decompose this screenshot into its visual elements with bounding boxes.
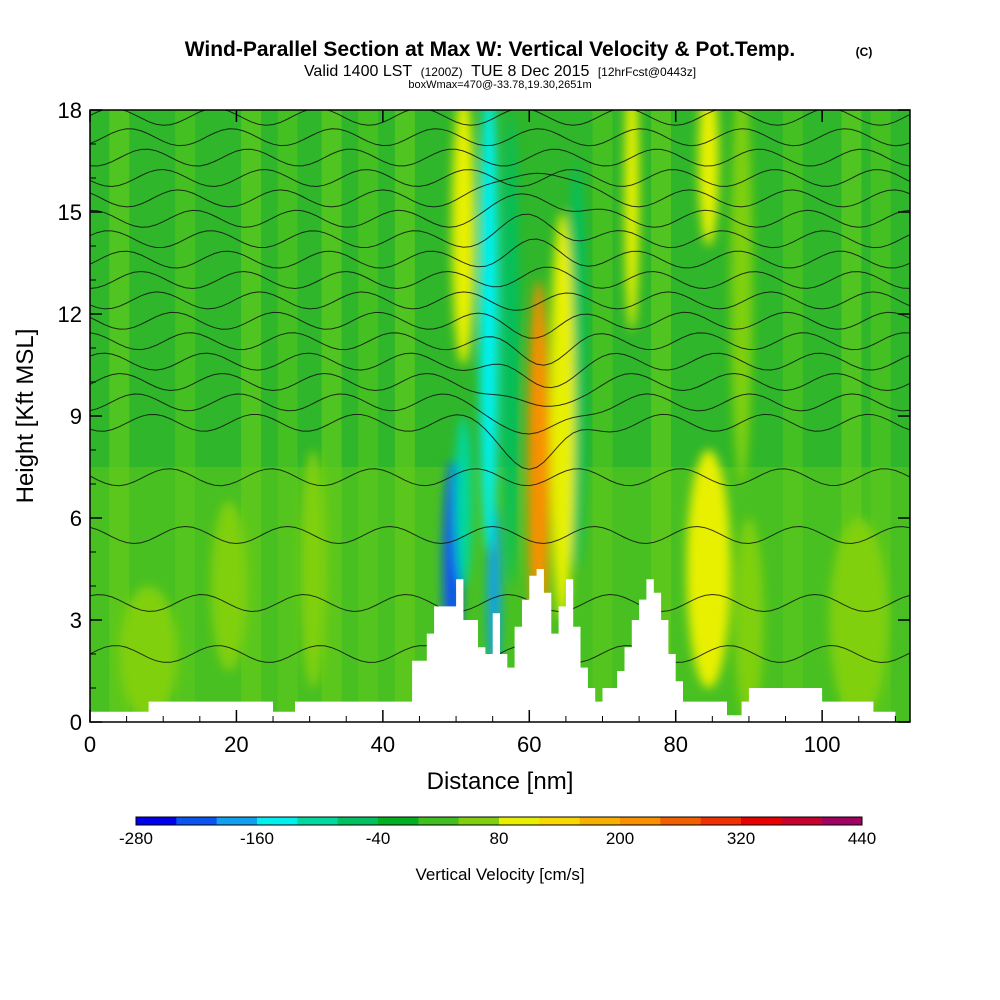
y-axis: 0 3 6 9 12 15 18 [58,98,910,735]
colorbar-swatch [660,817,701,825]
isentrope-line [90,332,910,366]
velocity-cell [549,212,575,620]
velocity-cell [454,416,473,586]
isentrope-line [90,593,910,613]
isentrope-line [90,291,910,311]
isentrope-line [90,213,910,249]
colorbar-tick-label: 440 [848,829,876,848]
box-wmax-label: boxWmax=470@-33.78,19.30,2651m [408,79,591,91]
x-tick-label: 100 [804,732,841,757]
colorbar-swatch [136,817,177,825]
colorbar-swatch [700,817,742,825]
velocity-cell [119,586,178,722]
isentrope-line [90,193,910,228]
isentrope-line [90,238,910,269]
colorbar-tick-label: 80 [490,829,509,848]
colorbar-swatch [176,817,217,825]
y-tick-label: 15 [58,200,82,225]
velocity-cell [503,110,519,586]
y-tick-label: 9 [70,404,82,429]
isentrope-line [90,168,910,188]
colorbar-swatch [579,817,621,825]
velocity-cells [119,110,889,722]
x-tick-label: 40 [371,732,395,757]
velocity-cell [734,518,764,722]
x-tick-label: 20 [224,732,248,757]
colorbar-swatch [539,817,580,825]
plot-area [90,110,910,722]
velocity-cell [686,450,731,688]
colorbar-tick-label: 200 [606,829,634,848]
chart-title: Wind-Parallel Section at Max W: Vertical… [185,38,796,61]
y-tick-label: 12 [58,302,82,327]
colorbar-swatch [337,817,379,825]
colorbar-swatch [257,817,298,825]
velocity-cell [730,110,753,484]
field-band [277,110,298,722]
colorbar-swatch [297,817,338,825]
velocity-cell [527,280,550,654]
y-tick-label: 0 [70,710,82,735]
colorbar-swatch [499,817,540,825]
subtitle-date: TUE 8 Dec 2015 [471,63,589,80]
y-axis-label: Height [Kft MSL] [12,329,39,504]
x-tick-label: 60 [517,732,541,757]
velocity-cell [624,110,640,331]
field-band [109,110,130,722]
field-band [651,110,672,722]
field-band [592,110,613,722]
isentrope-line [90,393,910,435]
velocity-cell [300,450,327,688]
velocity-cell [451,110,476,365]
isentrope-line [90,525,910,545]
colorbar-swatch [458,817,500,825]
x-tick-label: 0 [84,732,96,757]
colorbar-frame [135,816,863,826]
terrain-mask [90,569,910,722]
velocity-cell [698,110,719,246]
subtitle: Valid 1400 LST (1200Z) TUE 8 Dec 2015 [1… [304,63,696,80]
title-mark: (C) [856,45,873,59]
subtitle-valid: Valid 1400 LST [304,63,412,80]
velocity-cell [829,518,889,722]
colorbar-swatch [378,817,419,825]
colorbar-swatch [741,817,782,825]
colorbar-swatch [216,817,258,825]
x-axis-label: Distance [nm] [427,768,574,795]
isentrope-line [90,372,910,407]
colorbar-swatch [418,817,459,825]
colorbar: -280 -160 -40 80 200 320 440 [119,816,876,848]
field-band [782,110,803,722]
colorbar-swatch [821,817,863,825]
field-band [321,110,342,722]
y-tick-label: 3 [70,608,82,633]
velocity-cell [479,110,499,552]
colorbar-swatch [620,817,661,825]
isentrope-line [90,128,910,147]
subtitle-fcst: [12hrFcst@0443z] [598,65,696,79]
x-tick-label: 80 [663,732,687,757]
colorbar-swatch [781,817,822,825]
isentrope-line [90,352,910,389]
colorbar-label: Vertical Velocity [cm/s] [415,865,584,884]
isentrope-line [90,468,910,487]
isentropes [90,110,910,664]
isentrope-line [90,311,910,339]
field-band [175,110,196,722]
colorbar-tick-label: -160 [240,829,274,848]
colorbar-tick-label: 320 [727,829,755,848]
isentrope-line [90,413,910,470]
isentrope-line [90,148,910,167]
colorbar-tick-label: -280 [119,829,153,848]
isentrope-line [90,266,910,290]
subtitle-utc: (1200Z) [421,65,463,79]
colorbar-tick-label: -40 [366,829,391,848]
y-tick-label: 18 [58,98,82,123]
x-axis: 0 20 40 60 80 100 [84,110,896,757]
y-tick-label: 6 [70,506,82,531]
